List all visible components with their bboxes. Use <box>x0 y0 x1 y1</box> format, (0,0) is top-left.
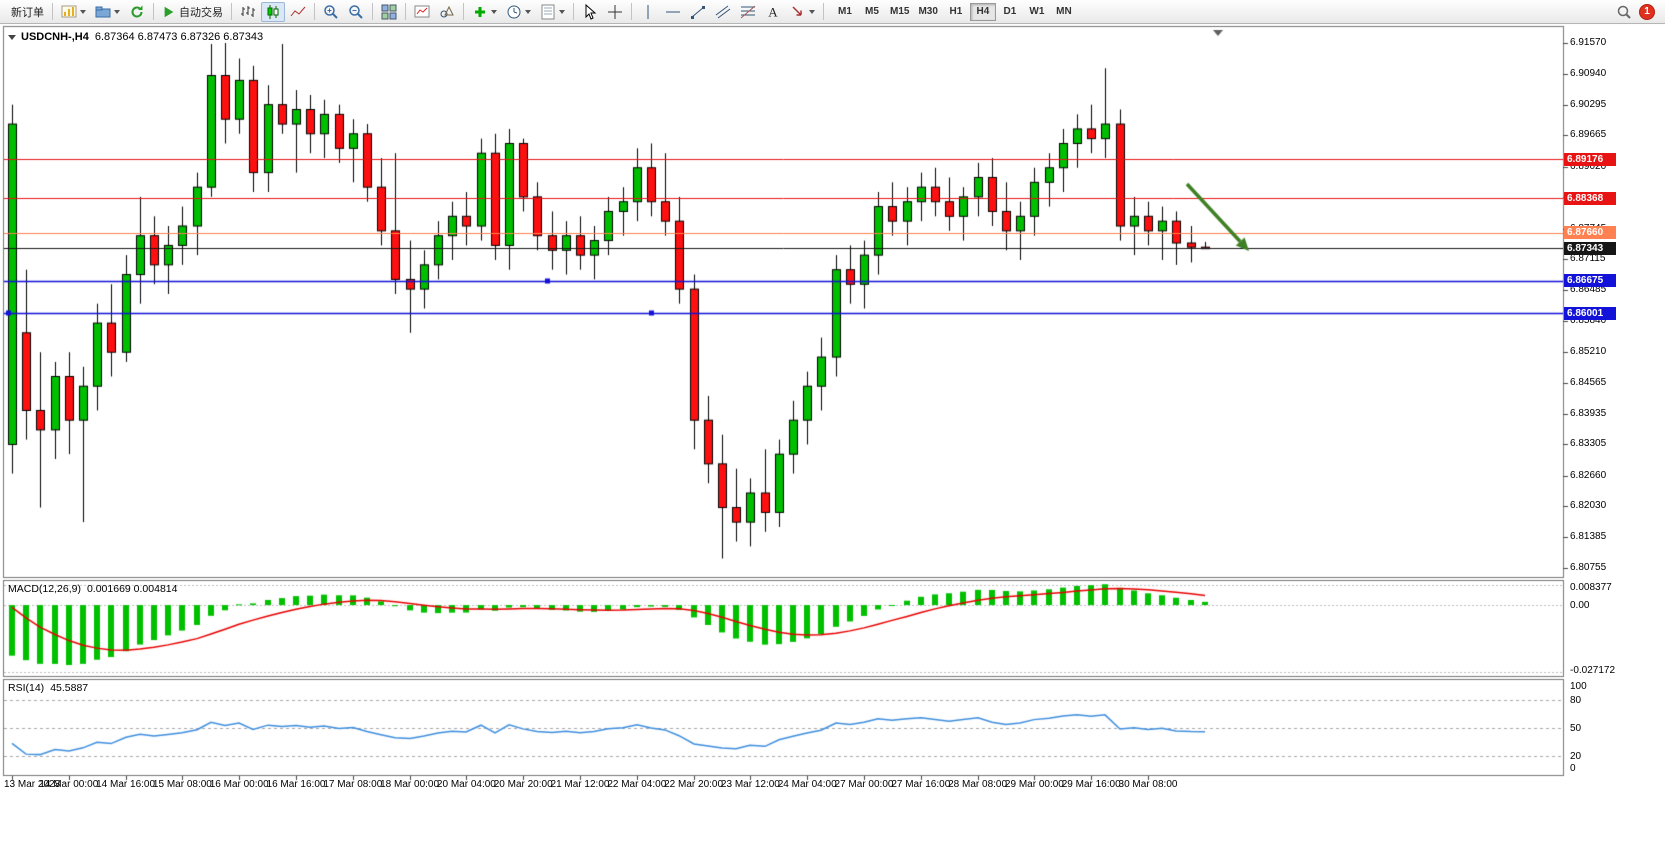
horizontal-line-icon <box>666 11 680 12</box>
bar-chart-icon <box>241 5 255 17</box>
symbol-timeframe-label: USDCNH-,H4 <box>21 31 89 43</box>
time-axis[interactable] <box>3 776 1564 794</box>
new-chart-icon <box>61 5 77 17</box>
macd-panel[interactable] <box>3 581 1564 677</box>
profiles-icon <box>95 6 111 17</box>
chart-objects-button[interactable] <box>435 2 459 22</box>
toolbar-separator <box>405 3 406 20</box>
clock-icon <box>507 5 521 18</box>
rsi-title: RSI(14) 45.5887 <box>8 682 88 694</box>
cursor-icon <box>585 3 597 20</box>
candlestick-chart-button[interactable] <box>261 1 285 22</box>
timeframe-button-h4[interactable]: H4 <box>969 2 996 21</box>
channel-button[interactable] <box>711 2 735 22</box>
macd-name-label: MACD(12,26,9) <box>8 583 81 595</box>
zoom-out-button[interactable] <box>344 2 368 22</box>
chevron-down-icon <box>559 9 565 14</box>
timeframe-button-m5[interactable]: M5 <box>859 3 885 21</box>
refresh-button[interactable] <box>125 2 149 22</box>
toolbar-separator <box>314 3 315 20</box>
svg-text:A: A <box>768 4 778 19</box>
toolbar-separator <box>153 3 154 20</box>
main-chart-panel[interactable] <box>3 26 1564 578</box>
toolbar-separator <box>573 3 574 20</box>
profiles-button[interactable] <box>91 2 124 22</box>
timeframe-button-w1[interactable]: W1 <box>1024 3 1050 21</box>
autotrading-icon <box>164 6 174 17</box>
toolbar-separator <box>231 3 232 20</box>
timeframe-button-m30[interactable]: M30 <box>914 3 941 21</box>
periods-button[interactable] <box>502 2 535 22</box>
toolbar-separator <box>631 3 632 20</box>
crosshair-icon <box>608 4 622 19</box>
arrow-tool-icon <box>792 5 802 16</box>
zoom-in-button[interactable] <box>319 2 343 22</box>
search-icon <box>1617 5 1631 19</box>
chevron-down-icon <box>114 9 120 14</box>
crosshair-button[interactable] <box>603 2 627 22</box>
toolbar-separator <box>823 3 824 20</box>
timeframe-button-m1[interactable]: M1 <box>832 3 858 21</box>
chevron-down-icon <box>80 9 86 14</box>
add-indicator-button[interactable] <box>468 2 501 22</box>
bar-chart-button[interactable] <box>236 2 260 22</box>
price-axis[interactable] <box>1563 26 1665 776</box>
line-chart-icon <box>290 6 306 16</box>
chevron-down-icon <box>525 9 531 14</box>
collapse-chart-icon[interactable] <box>8 34 16 40</box>
vertical-line-button[interactable] <box>636 2 660 22</box>
toolbar-separator <box>463 3 464 20</box>
toolbar: 新订单 自动交易 <box>0 0 1665 24</box>
tile-windows-button[interactable] <box>377 2 401 22</box>
rsi-value-label: 45.5887 <box>50 682 89 694</box>
timeframe-button-h1[interactable]: H1 <box>943 3 969 21</box>
refresh-icon <box>131 5 143 17</box>
indicators-icon <box>414 5 430 17</box>
macd-title: MACD(12,26,9) 0.001669 0.004814 <box>8 583 177 595</box>
horizontal-line-button[interactable] <box>661 2 685 22</box>
cursor-button[interactable] <box>578 2 602 22</box>
timeframe-button-d1[interactable]: D1 <box>997 3 1023 21</box>
add-indicator-icon <box>475 6 485 17</box>
text-tool-icon: A <box>768 4 778 19</box>
line-chart-button[interactable] <box>286 2 310 22</box>
channel-icon <box>715 5 731 18</box>
new-order-label: 新订单 <box>11 6 44 19</box>
new-chart-button[interactable] <box>57 2 90 22</box>
tile-windows-icon <box>381 4 397 19</box>
rsi-panel[interactable] <box>3 680 1564 776</box>
arrows-tool-button[interactable] <box>786 2 819 22</box>
notification-badge[interactable]: 1 <box>1639 3 1655 20</box>
chevron-down-icon <box>491 9 497 14</box>
candlestick-chart-icon <box>267 4 279 19</box>
fibonacci-icon <box>740 5 756 18</box>
timeframe-group: M1 M5 M15 M30 H1 H4 D1 W1 MN <box>832 2 1077 21</box>
vertical-line-icon <box>647 4 649 19</box>
new-order-button[interactable]: 新订单 <box>4 2 48 22</box>
rsi-name-label: RSI(14) <box>8 682 45 694</box>
zoom-in-icon <box>324 4 338 19</box>
text-tool-button[interactable]: A <box>761 2 785 22</box>
timeframe-button-mn[interactable]: MN <box>1051 3 1077 21</box>
trendline-icon <box>691 5 705 19</box>
chart-objects-icon <box>440 5 454 17</box>
macd-values-label: 0.001669 0.004814 <box>86 583 178 595</box>
chart-title-bar: USDCNH-,H4 6.87364 6.87473 6.87326 6.873… <box>8 31 263 43</box>
templates-button[interactable] <box>536 2 569 22</box>
indicators-button[interactable] <box>410 2 434 22</box>
chevron-down-icon <box>809 9 815 14</box>
template-icon <box>541 4 555 19</box>
search-button[interactable] <box>1612 2 1636 22</box>
toolbar-separator <box>372 3 373 20</box>
autotrading-label: 自动交易 <box>179 6 223 19</box>
timeframe-button-m15[interactable]: M15 <box>886 3 913 21</box>
toolbar-separator <box>52 3 53 20</box>
fibonacci-button[interactable] <box>736 2 760 22</box>
ohlc-values-label: 6.87364 6.87473 6.87326 6.87343 <box>94 31 264 43</box>
zoom-out-icon <box>349 4 363 19</box>
autotrading-button[interactable]: 自动交易 <box>158 2 227 22</box>
trendline-button[interactable] <box>686 2 710 22</box>
